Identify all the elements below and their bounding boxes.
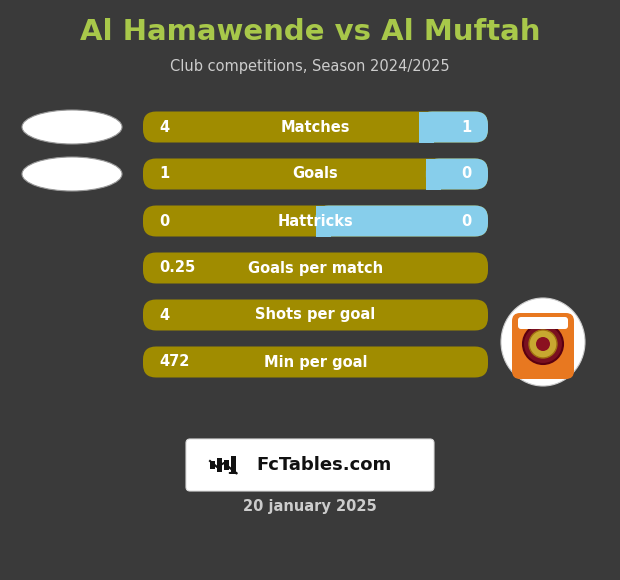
Text: Goals per match: Goals per match — [248, 260, 383, 276]
Text: Min per goal: Min per goal — [264, 354, 367, 369]
Ellipse shape — [22, 157, 122, 191]
Text: 472: 472 — [159, 354, 189, 369]
Ellipse shape — [501, 298, 585, 386]
Bar — [224, 460, 229, 470]
Text: 4: 4 — [159, 119, 169, 135]
FancyBboxPatch shape — [186, 439, 434, 491]
Text: Club competitions, Season 2024/2025: Club competitions, Season 2024/2025 — [170, 60, 450, 74]
Text: Goals: Goals — [293, 166, 339, 182]
FancyBboxPatch shape — [419, 111, 488, 143]
FancyBboxPatch shape — [143, 252, 488, 284]
FancyBboxPatch shape — [143, 158, 488, 190]
Text: Al Hamawende vs Al Muftah: Al Hamawende vs Al Muftah — [80, 18, 540, 46]
Text: 1: 1 — [462, 119, 472, 135]
Text: 0: 0 — [462, 213, 472, 229]
Text: 20 january 2025: 20 january 2025 — [243, 499, 377, 514]
FancyBboxPatch shape — [143, 346, 488, 378]
FancyBboxPatch shape — [426, 158, 488, 190]
Text: Matches: Matches — [281, 119, 350, 135]
Circle shape — [536, 337, 550, 351]
Text: 0: 0 — [159, 213, 169, 229]
Bar — [426, 158, 441, 190]
FancyBboxPatch shape — [518, 317, 568, 329]
Ellipse shape — [22, 110, 122, 144]
Bar — [419, 111, 434, 143]
Circle shape — [529, 330, 557, 358]
Bar — [316, 205, 330, 237]
FancyBboxPatch shape — [143, 205, 488, 237]
Text: 1: 1 — [159, 166, 169, 182]
Bar — [210, 461, 215, 469]
FancyBboxPatch shape — [512, 313, 574, 379]
Text: Shots per goal: Shots per goal — [255, 307, 376, 322]
Text: Hattricks: Hattricks — [278, 213, 353, 229]
Text: 4: 4 — [159, 307, 169, 322]
FancyBboxPatch shape — [143, 299, 488, 331]
Text: FcTables.com: FcTables.com — [257, 456, 392, 474]
Text: 0: 0 — [462, 166, 472, 182]
FancyBboxPatch shape — [316, 205, 488, 237]
Circle shape — [523, 324, 563, 364]
Text: 0.25: 0.25 — [159, 260, 195, 276]
FancyBboxPatch shape — [143, 111, 488, 143]
Bar — [217, 458, 222, 472]
Bar — [231, 456, 236, 474]
